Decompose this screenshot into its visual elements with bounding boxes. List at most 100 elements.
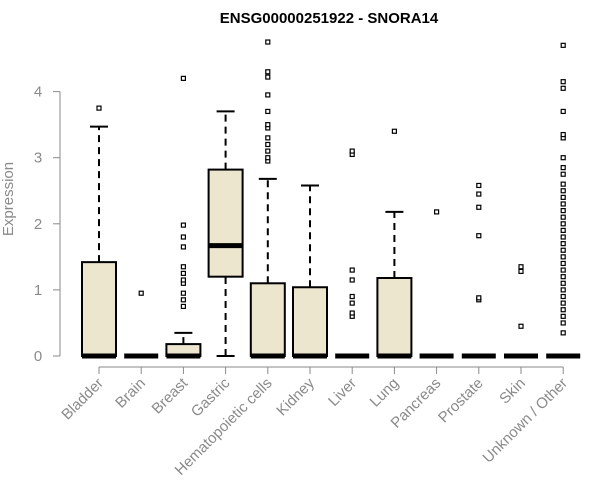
box-0 [81, 105, 117, 359]
outlier-point [180, 244, 186, 250]
outlier-point [560, 108, 566, 115]
outlier-point [265, 135, 271, 141]
box-11 [546, 42, 581, 359]
outlier-point [518, 268, 524, 274]
y-tick-label: 3 [34, 150, 42, 167]
outlier-point [349, 148, 355, 154]
outlier-point [180, 270, 186, 276]
chart-title: ENSG00000251922 - SNORA14 [220, 10, 439, 27]
outlier-point [265, 141, 271, 148]
box-body [81, 261, 117, 357]
outlier-point [560, 330, 566, 336]
outlier-point [560, 171, 566, 177]
outlier-point [560, 267, 566, 273]
outlier-point [180, 234, 186, 240]
x-tick-label: Bladder [58, 375, 107, 424]
outlier-point [180, 222, 186, 228]
x-tick-label: Breast [149, 374, 192, 417]
outlier-point [518, 323, 524, 329]
outlier-point [560, 307, 566, 313]
y-tick-label: 4 [34, 84, 42, 101]
outlier-point [560, 234, 566, 240]
outlier-point [560, 85, 566, 91]
outlier-point [180, 290, 186, 296]
outlier-point [265, 122, 271, 128]
x-tick-label: Prostate [435, 375, 487, 427]
outlier-point [265, 108, 271, 115]
outlier-point [560, 227, 566, 234]
outlier-point [560, 131, 566, 138]
outlier-point [265, 155, 271, 161]
box-8 [419, 209, 454, 359]
outlier-point [560, 287, 566, 293]
outlier-point [265, 74, 271, 80]
box-body [207, 168, 244, 278]
outlier-point [560, 293, 566, 300]
outlier-point [560, 201, 566, 207]
outlier-point [560, 221, 566, 227]
y-tick-label: 1 [34, 282, 42, 299]
y-tick-label: 0 [34, 348, 42, 365]
outlier-point [476, 233, 482, 239]
outlier-point [180, 75, 186, 81]
x-tick-label: Lung [367, 375, 403, 411]
outlier-point [434, 209, 440, 215]
outlier-point [560, 313, 566, 319]
outlier-point [560, 280, 566, 286]
outlier-point [560, 155, 566, 161]
outlier-point [560, 300, 566, 306]
outlier-point [560, 181, 566, 187]
box-body [376, 277, 413, 358]
outlier-point [560, 241, 566, 247]
outlier-point [96, 105, 102, 111]
outlier-point [476, 182, 482, 189]
box-3 [207, 110, 244, 357]
outlier-point [265, 92, 271, 98]
outlier-point [560, 320, 566, 326]
outlier-point [518, 264, 524, 270]
box-6 [335, 148, 370, 359]
outlier-point [265, 69, 271, 75]
outlier-point [560, 214, 566, 220]
outlier-point [180, 297, 186, 303]
outlier-point [265, 148, 271, 154]
box-1 [124, 290, 159, 359]
box-5 [292, 184, 328, 359]
x-tick-label: Liver [325, 375, 360, 410]
outlier-point [560, 274, 566, 280]
box-2 [165, 75, 202, 359]
outlier-point [349, 277, 355, 283]
outlier-point [180, 303, 186, 310]
box-4 [249, 39, 286, 359]
outlier-point [560, 260, 566, 267]
outlier-point [138, 290, 144, 296]
outlier-point [476, 204, 482, 210]
outlier-point [560, 254, 566, 260]
boxes-group [81, 39, 581, 359]
outlier-point [560, 188, 566, 194]
box-body [292, 286, 328, 358]
box-9 [461, 182, 496, 359]
outlier-point [560, 42, 566, 48]
outlier-point [349, 300, 355, 306]
y-axis-label: Expression [0, 162, 17, 236]
outlier-point [349, 310, 355, 316]
outlier-point [349, 293, 355, 300]
box-10 [504, 264, 538, 359]
outlier-point [476, 295, 482, 301]
outlier-point [560, 194, 566, 200]
outlier-point [265, 39, 271, 45]
x-tick-label: Skin [496, 375, 529, 408]
outlier-point [560, 165, 566, 171]
outlier-point [180, 264, 186, 270]
y-axis: 0 1 2 3 4 [34, 84, 61, 365]
box-7 [376, 128, 413, 359]
outlier-point [391, 128, 397, 134]
x-tick-label: Kidney [273, 374, 318, 419]
outlier-point [560, 207, 566, 214]
outlier-point [560, 247, 566, 253]
outlier-point [560, 79, 566, 85]
y-tick-label: 2 [34, 216, 42, 233]
